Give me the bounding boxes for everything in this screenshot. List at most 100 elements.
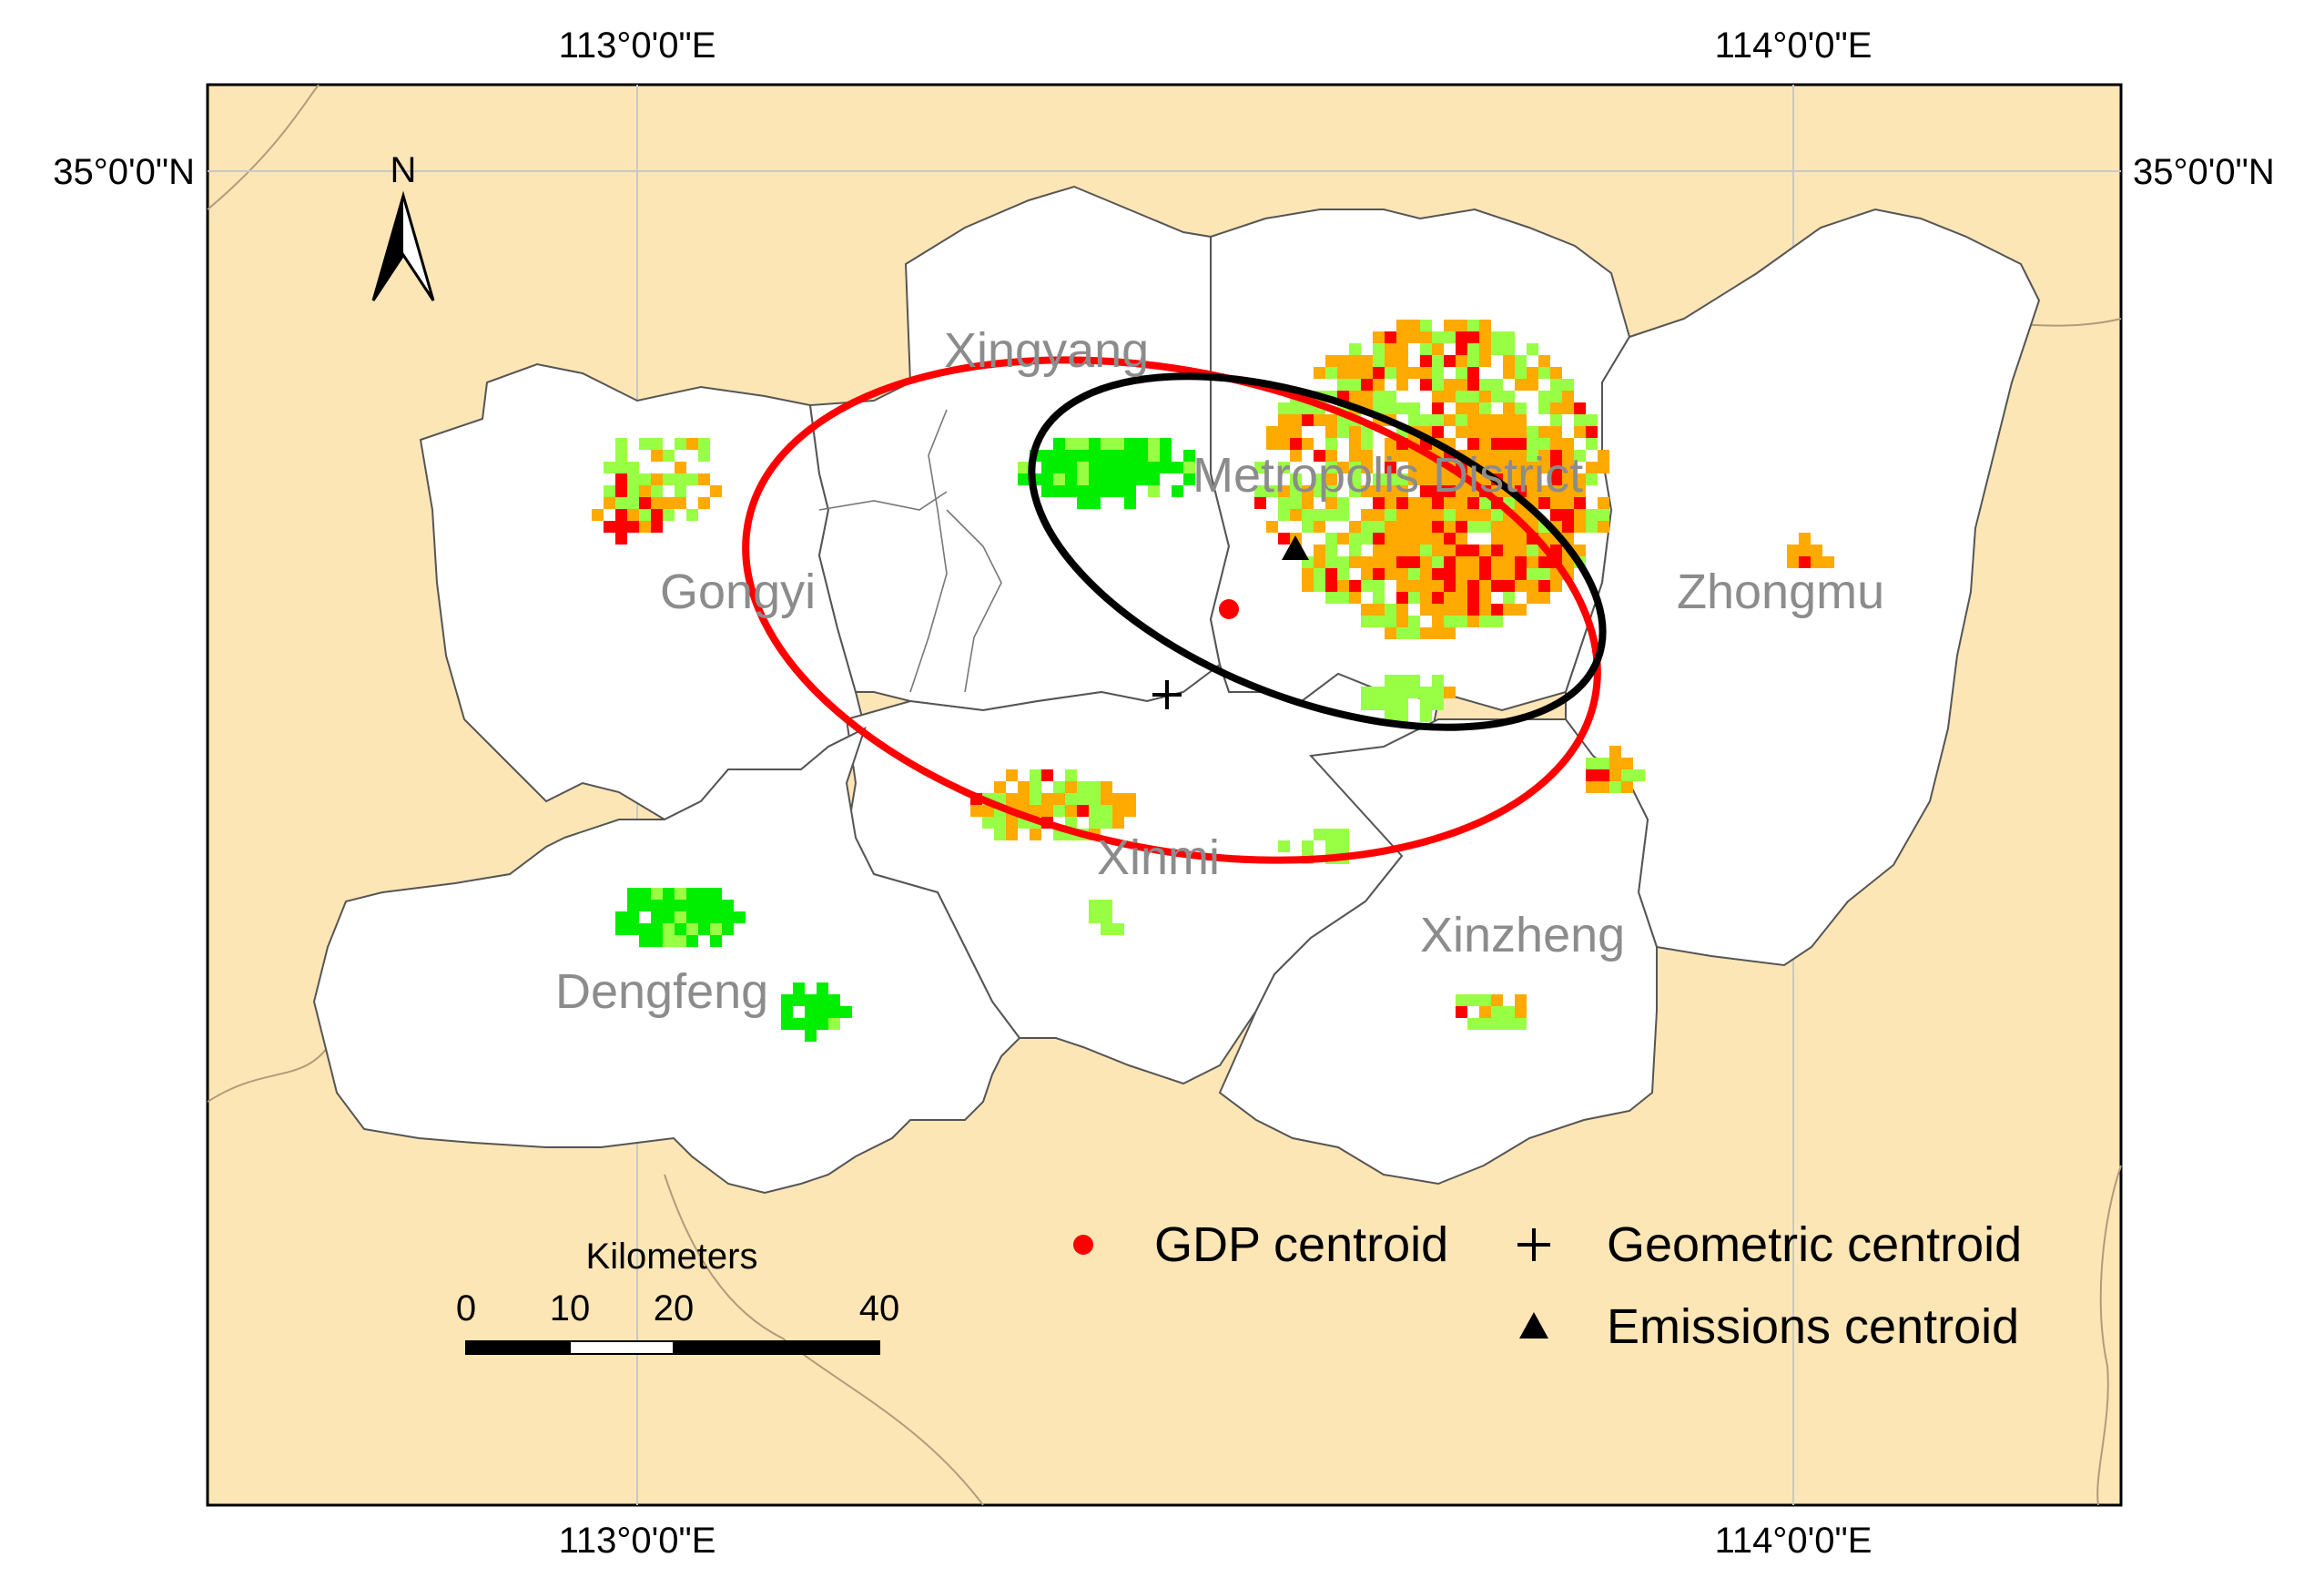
raster-cell-urban	[1586, 438, 1598, 450]
raster-cell-dengfeng	[686, 900, 698, 911]
raster-cell-xinmi	[1089, 817, 1101, 829]
raster-cell-gongyi-edge	[615, 462, 627, 473]
raster-cell-urban	[1337, 462, 1349, 473]
raster-cell-urban-core	[1562, 450, 1574, 462]
raster-cell-west	[1065, 473, 1077, 485]
raster-cell-urban	[1562, 497, 1574, 509]
raster-cell-urban	[1420, 545, 1432, 556]
raster-cell-urban	[1479, 616, 1491, 627]
raster-cell-urban	[1586, 521, 1598, 533]
raster-cell-urban	[1456, 592, 1467, 604]
raster-cell-xinmi	[1089, 781, 1101, 793]
raster-cell-scatter	[1420, 687, 1432, 698]
raster-cell-urban	[1302, 568, 1314, 580]
raster-cell-urban	[1432, 402, 1444, 414]
raster-cell-urban	[1503, 521, 1515, 533]
raster-cell-urban	[1290, 497, 1302, 509]
raster-cell-urban	[1408, 616, 1420, 627]
raster-cell-urban	[1337, 426, 1349, 438]
raster-cell-dengfeng	[675, 911, 686, 923]
raster-cell-west	[1101, 485, 1112, 497]
raster-cell-west	[1077, 473, 1089, 485]
legend-geometric-centroid-label: Geometric centroid	[1607, 1217, 2022, 1272]
raster-cell-urban	[1444, 414, 1456, 426]
raster-cell-dengfeng	[734, 911, 746, 923]
raster-cell-urban	[1444, 355, 1456, 367]
raster-cell-xinmi	[982, 817, 994, 829]
raster-cell-urban	[1373, 402, 1385, 414]
emissions-deviational-ellipse	[1028, 372, 1607, 731]
raster-cell-urban	[1503, 402, 1515, 414]
raster-cell-urban-core	[1503, 556, 1515, 568]
raster-cell-urban-core	[1444, 497, 1456, 509]
raster-cell-dengfeng	[686, 923, 698, 935]
raster-cell-gongyi-edge	[675, 438, 686, 450]
raster-cell-urban	[1598, 450, 1609, 462]
raster-cell-west	[1077, 450, 1089, 462]
region-label-dengfeng: Dengfeng	[555, 964, 768, 1019]
raster-cell-xinmi	[1065, 817, 1077, 829]
raster-cell-gongyi-edge	[663, 509, 675, 521]
raster-cell-xinmi	[1065, 805, 1077, 817]
raster-cell-urban	[1467, 568, 1479, 580]
raster-cell-dengfeng-east	[817, 994, 828, 1006]
raster-cell-urban	[1444, 320, 1456, 331]
raster-cell-urban	[1349, 343, 1361, 355]
raster-cell-urban	[1349, 556, 1361, 568]
raster-cell-scatter	[1325, 829, 1337, 840]
raster-cell-urban	[1266, 426, 1278, 438]
raster-cell-scatter	[1101, 911, 1112, 923]
legend-gdp-centroid-label: GDP centroid	[1154, 1217, 1448, 1272]
raster-cell-urban	[1562, 438, 1574, 450]
raster-cell-dengfeng	[639, 888, 651, 900]
raster-cell-urban-core	[1503, 545, 1515, 556]
raster-cell-gongyi-edge	[627, 485, 639, 497]
raster-cell-gongyi	[592, 509, 604, 521]
raster-cell-xinmi	[1053, 805, 1065, 817]
raster-cell-urban	[1396, 355, 1408, 367]
raster-cell-urban	[1527, 343, 1538, 355]
raster-cell-dengfeng	[651, 900, 663, 911]
raster-cell-urban-core	[1408, 521, 1420, 533]
raster-cell-urban	[1325, 473, 1337, 485]
raster-cell-urban	[1325, 556, 1337, 568]
raster-cell-xinmi	[994, 817, 1006, 829]
raster-cell-dengfeng	[686, 911, 698, 923]
raster-cell-west	[1089, 450, 1101, 462]
raster-cell-urban	[1266, 485, 1278, 497]
raster-cell-urban	[1562, 462, 1574, 473]
raster-cell-gongyi-edge	[615, 450, 627, 462]
regions	[312, 185, 2041, 1195]
raster-cell-urban-core	[1503, 462, 1515, 473]
raster-cell-xinmi	[1112, 805, 1124, 817]
raster-cell-gongyi	[615, 473, 627, 485]
raster-cell-urban-core	[1408, 545, 1420, 556]
raster-cell-urban	[1586, 414, 1598, 426]
raster-cell-urban	[1444, 379, 1456, 391]
raster-cell-urban	[1467, 545, 1479, 556]
raster-cell-west	[1160, 450, 1172, 462]
raster-cell-urban	[1491, 331, 1503, 343]
raster-cell-urban	[1503, 391, 1515, 402]
raster-cell-urban	[1432, 627, 1444, 639]
raster-cell-gongyi-edge	[698, 497, 710, 509]
raster-cell-urban	[1491, 616, 1503, 627]
raster-cell-scatter	[1432, 675, 1444, 687]
raster-cell-xinzheng	[1491, 994, 1503, 1006]
raster-cell-west	[1136, 473, 1148, 485]
raster-cell-urban-core	[1385, 485, 1396, 497]
raster-cell-dengfeng	[663, 911, 675, 923]
raster-cell-urban	[1361, 462, 1373, 473]
raster-cell-urban	[1278, 485, 1290, 497]
raster-cell-urban-core	[1444, 580, 1456, 592]
raster-cell-urban-core	[1467, 580, 1479, 592]
raster-cell-urban-core	[1491, 438, 1503, 450]
raster-cell-dengfeng	[710, 888, 722, 900]
raster-cell-west	[1077, 485, 1089, 497]
raster-cell-urban	[1562, 391, 1574, 402]
raster-cell-urban	[1302, 402, 1314, 414]
raster-cell-gongyi-edge	[604, 462, 615, 473]
raster-cell-xinzheng	[1515, 1006, 1527, 1018]
raster-cell-urban	[1515, 367, 1527, 379]
raster-cell-dengfeng-east	[805, 1030, 817, 1042]
